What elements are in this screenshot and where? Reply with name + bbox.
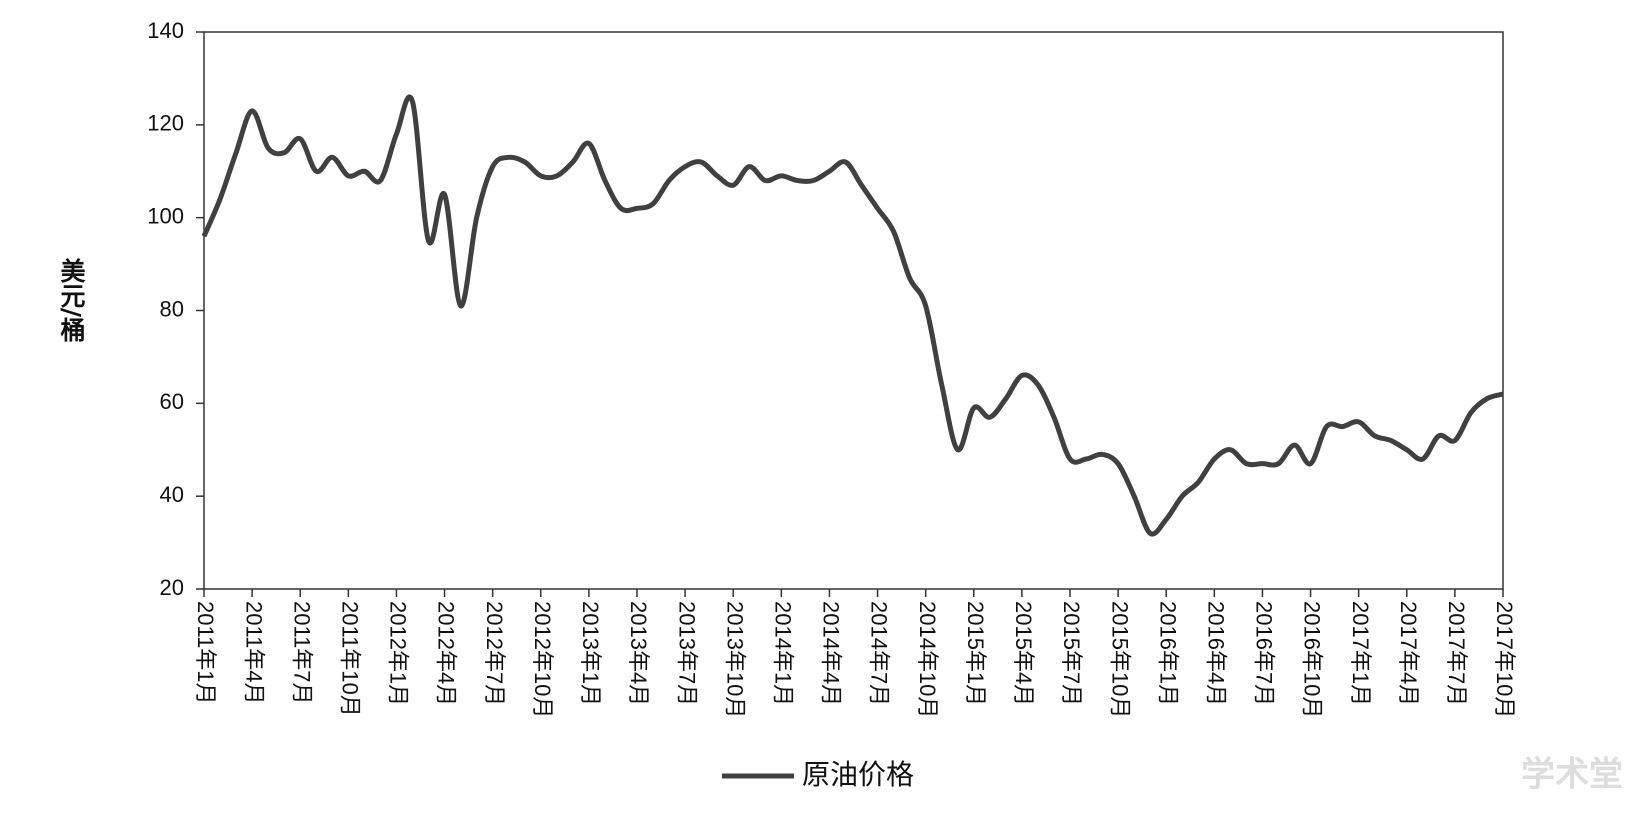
x-tick-label: 2012年1月: [386, 601, 411, 706]
x-tick-label: 2012年4月: [434, 601, 459, 706]
x-tick-label: 2017年10月: [1492, 601, 1517, 718]
x-tick-label: 2015年7月: [1059, 601, 1084, 706]
x-tick-label: 2017年4月: [1396, 601, 1421, 706]
x-tick-label: 2016年1月: [1155, 601, 1180, 706]
plot-frame: [203, 31, 1504, 590]
x-tick-label: 2015年1月: [963, 601, 988, 706]
x-tick-label: 2014年7月: [867, 601, 892, 706]
x-tick-label: 2013年10月: [722, 601, 747, 718]
x-tick-label: 2012年7月: [482, 601, 507, 706]
x-tick-label: 2011年4月: [241, 601, 266, 705]
watermark: 学术堂: [1521, 755, 1623, 795]
x-tick-label: 2011年1月: [193, 601, 218, 705]
x-tick-label: 2017年1月: [1348, 601, 1373, 706]
x-tick-label: 2014年1月: [771, 601, 796, 706]
y-tick-label: 20: [160, 575, 184, 600]
x-tick-label: 2012年10月: [530, 601, 555, 718]
y-tick-label: 80: [160, 296, 184, 321]
data-line: [201, 94, 1504, 537]
y-axis-label: 美元/桶: [57, 257, 86, 343]
legend-label: 原油价格: [802, 758, 914, 791]
x-tick-label: 2013年7月: [674, 601, 699, 706]
x-tick-label: 2015年10月: [1107, 601, 1132, 718]
x-tick-label: 2017年7月: [1444, 601, 1469, 706]
x-tick-label: 2011年7月: [289, 601, 314, 705]
x-tick-label: 2013年1月: [578, 601, 603, 706]
y-tick-label: 120: [147, 111, 184, 136]
y-tick-label: 100: [147, 203, 184, 228]
x-tick-label: 2016年7月: [1252, 601, 1277, 706]
y-tick-label: 60: [160, 389, 184, 414]
x-tick-label: 2015年4月: [1011, 601, 1036, 706]
x-tick-label: 2011年10月: [338, 601, 363, 717]
x-tick-label: 2016年10月: [1300, 601, 1325, 718]
y-tick-label: 40: [160, 482, 184, 507]
x-tick-label: 2013年4月: [626, 601, 651, 706]
x-tick-label: 2016年4月: [1204, 601, 1229, 706]
x-tick-label: 2014年10月: [915, 601, 940, 718]
y-tick-label: 140: [147, 18, 184, 43]
x-tick-label: 2014年4月: [819, 601, 844, 706]
